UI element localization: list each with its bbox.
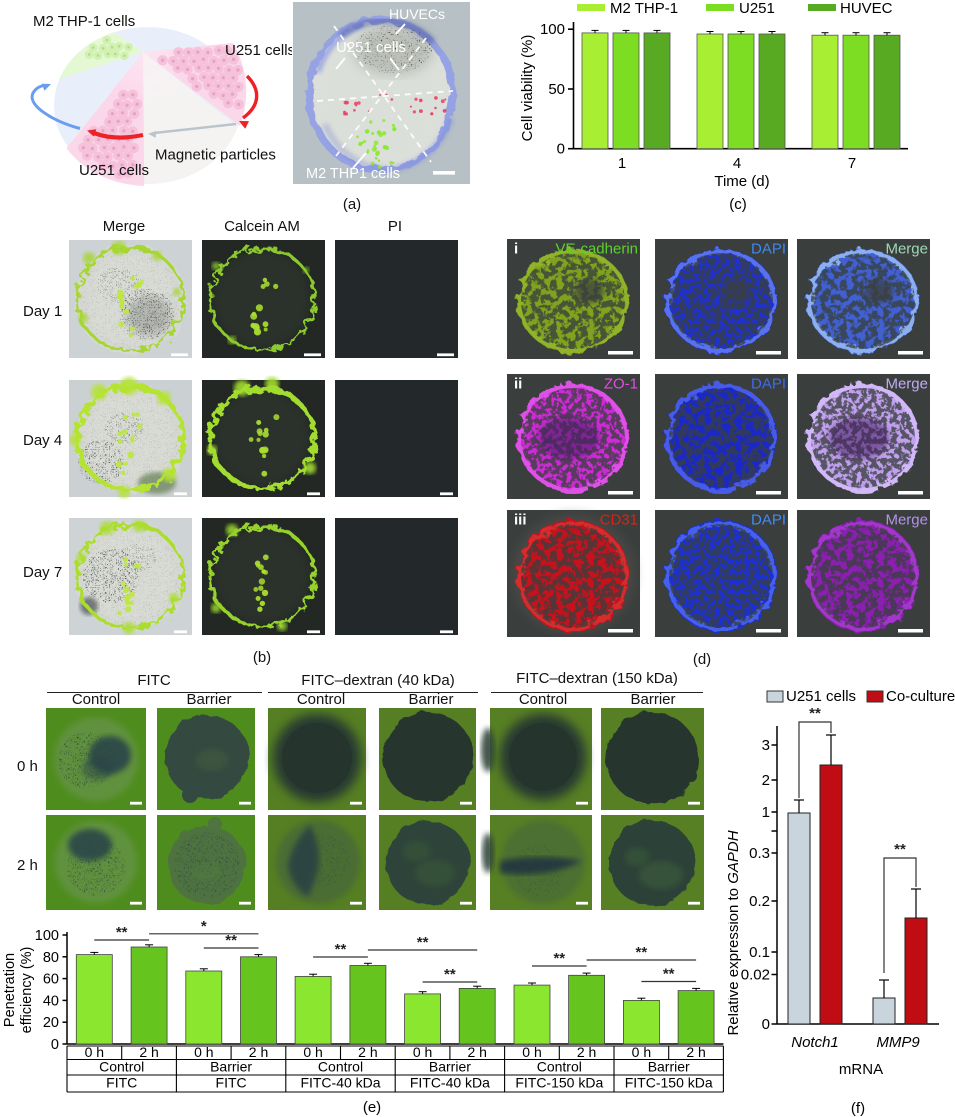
svg-text:(e): (e) (363, 1099, 381, 1116)
svg-text:**: ** (553, 950, 565, 967)
svg-text:40: 40 (43, 993, 59, 1009)
svg-text:**: ** (894, 841, 906, 858)
svg-text:**: ** (225, 932, 237, 949)
svg-text:0: 0 (762, 1016, 770, 1033)
svg-text:efficiency (%): efficiency (%) (19, 947, 35, 1034)
svg-text:U251 cells: U251 cells (786, 688, 856, 705)
svg-text:FITC-40 kDa: FITC-40 kDa (410, 1075, 490, 1091)
svg-text:CD31: CD31 (600, 512, 638, 529)
svg-text:HUVECs: HUVECs (389, 6, 445, 22)
svg-text:2 h: 2 h (686, 1044, 705, 1060)
svg-text:Control: Control (318, 1059, 363, 1075)
svg-text:*: * (201, 918, 207, 935)
svg-text:Relative expression to GAPDH: Relative expression to GAPDH (728, 830, 742, 1035)
svg-text:7: 7 (848, 155, 856, 172)
svg-text:ii: ii (514, 376, 522, 393)
svg-text:60: 60 (43, 972, 59, 988)
svg-text:Cell viability (%): Cell viability (%) (519, 35, 536, 142)
svg-text:DAPI: DAPI (751, 512, 786, 529)
svg-text:**: ** (444, 966, 456, 983)
svg-text:Magnetic particles: Magnetic particles (155, 147, 276, 164)
svg-text:FITC-150 kDa: FITC-150 kDa (515, 1075, 603, 1091)
svg-text:0.02: 0.02 (741, 967, 770, 984)
svg-text:Control: Control (537, 1059, 582, 1075)
svg-text:**: ** (116, 924, 128, 941)
svg-text:i: i (514, 241, 518, 258)
svg-text:ZO-1: ZO-1 (604, 376, 638, 393)
svg-text:U251 cells: U251 cells (225, 42, 292, 59)
svg-text:1: 1 (618, 155, 626, 172)
svg-text:MMP9: MMP9 (876, 1034, 920, 1051)
svg-text:iii: iii (514, 512, 527, 529)
svg-text:1: 1 (762, 804, 770, 821)
svg-text:0 h: 0 h (413, 1044, 432, 1060)
svg-text:Control: Control (99, 1059, 144, 1075)
svg-text:0.2: 0.2 (749, 893, 770, 910)
svg-text:DAPI: DAPI (751, 241, 786, 258)
svg-text:0 h: 0 h (303, 1044, 322, 1060)
svg-text:Co-culture: Co-culture (886, 688, 955, 705)
svg-text:Merge: Merge (885, 512, 928, 529)
svg-text:2 h: 2 h (139, 1044, 158, 1060)
svg-text:M2 THP-1 cells: M2 THP-1 cells (33, 13, 135, 30)
svg-text:Merge: Merge (885, 376, 928, 393)
svg-text:U251 cells: U251 cells (336, 39, 406, 56)
svg-text:Penetration: Penetration (2, 953, 18, 1027)
svg-text:**: ** (335, 941, 347, 958)
svg-text:FITC-40 kDa: FITC-40 kDa (300, 1075, 380, 1091)
svg-text:0.3: 0.3 (749, 845, 770, 862)
svg-text:M2 THP1 cells: M2 THP1 cells (306, 166, 400, 182)
svg-text:Merge: Merge (885, 241, 928, 258)
svg-text:0: 0 (557, 141, 565, 158)
svg-text:2 h: 2 h (358, 1044, 377, 1060)
svg-text:2 h: 2 h (577, 1044, 596, 1060)
svg-text:0 h: 0 h (522, 1044, 541, 1060)
svg-text:U251 cells: U251 cells (79, 162, 149, 179)
svg-text:FITC: FITC (216, 1075, 247, 1091)
svg-text:0 h: 0 h (194, 1044, 213, 1060)
svg-text:(c): (c) (729, 196, 747, 213)
svg-text:Notch1: Notch1 (791, 1034, 839, 1051)
svg-text:Time (d): Time (d) (714, 173, 769, 190)
svg-text:3: 3 (762, 737, 770, 754)
svg-text:2 h: 2 h (249, 1044, 268, 1060)
svg-text:0 h: 0 h (632, 1044, 651, 1060)
svg-text:**: ** (417, 934, 429, 951)
svg-text:4: 4 (733, 155, 741, 172)
svg-text:M2 THP-1: M2 THP-1 (610, 0, 678, 17)
svg-text:**: ** (636, 944, 648, 961)
svg-text:**: ** (809, 705, 821, 722)
svg-text:Barrier: Barrier (648, 1059, 690, 1075)
svg-text:U251: U251 (739, 0, 775, 17)
svg-text:**: ** (663, 966, 675, 983)
svg-text:Barrier: Barrier (210, 1059, 252, 1075)
svg-text:0.1: 0.1 (749, 944, 770, 961)
svg-text:2: 2 (762, 772, 770, 789)
svg-text:DAPI: DAPI (751, 376, 786, 393)
svg-text:100: 100 (540, 21, 565, 38)
svg-text:VE-cadherin: VE-cadherin (555, 241, 638, 258)
svg-text:HUVEC: HUVEC (840, 0, 893, 17)
svg-text:FITC: FITC (106, 1075, 137, 1091)
svg-text:50: 50 (548, 81, 565, 98)
svg-text:80: 80 (43, 950, 59, 966)
svg-text:2 h: 2 h (467, 1044, 486, 1060)
svg-text:0: 0 (51, 1037, 59, 1053)
svg-text:(f): (f) (851, 1100, 865, 1117)
svg-text:20: 20 (43, 1015, 59, 1031)
svg-text:0 h: 0 h (85, 1044, 104, 1060)
svg-text:100: 100 (35, 928, 59, 944)
svg-text:FITC-150 kDa: FITC-150 kDa (625, 1075, 713, 1091)
svg-text:Barrier: Barrier (429, 1059, 471, 1075)
svg-text:mRNA: mRNA (839, 1061, 883, 1078)
